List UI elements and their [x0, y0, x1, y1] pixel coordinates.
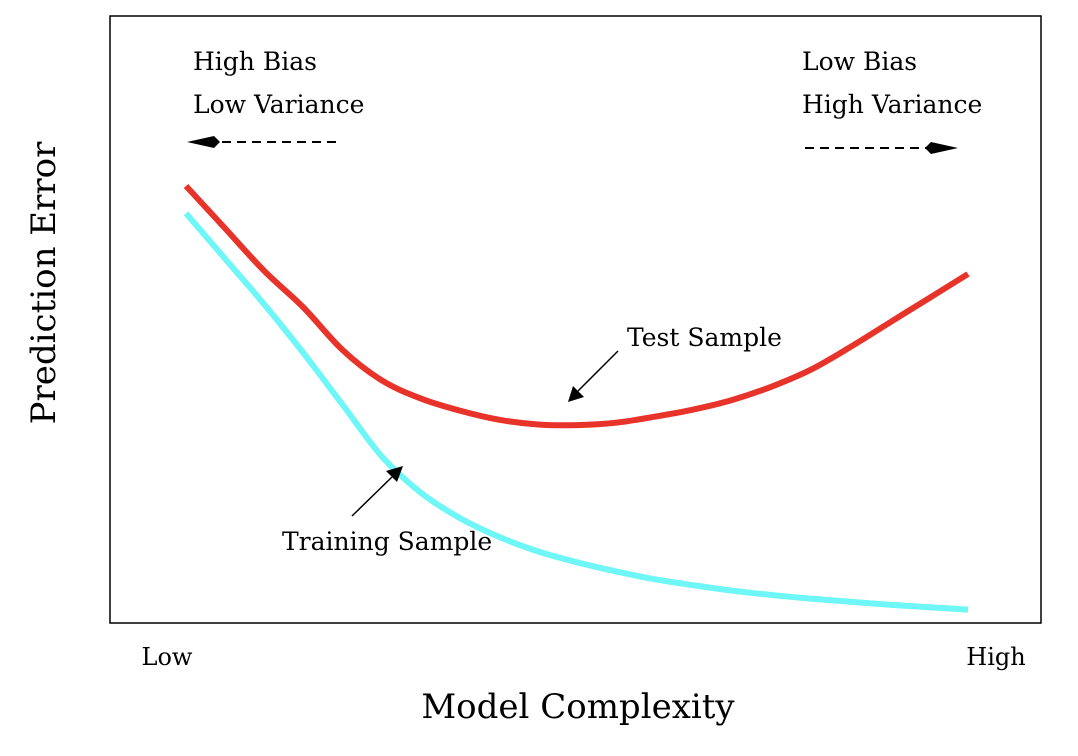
test-sample-curve — [183, 183, 970, 429]
training-sample-label: Training Sample — [282, 527, 492, 556]
left-annotation-line1: High Bias — [193, 47, 317, 76]
right-arrowhead-icon — [925, 142, 958, 154]
left-annotation-line2: Low Variance — [193, 90, 364, 119]
x-tick-high: High — [966, 643, 1025, 671]
x-tick-low: Low — [142, 643, 193, 671]
right-annotation-line2: High Variance — [802, 90, 982, 119]
left-arrowhead-icon — [187, 136, 220, 148]
right-annotation-line1: Low Bias — [802, 47, 917, 76]
series-layer — [183, 183, 970, 613]
test-sample-label: Test Sample — [627, 323, 782, 352]
test-pointer-line — [577, 350, 619, 392]
test-pointer-arrowhead-icon — [568, 386, 584, 402]
training-sample-curve — [183, 211, 969, 613]
training-pointer-line — [351, 476, 393, 517]
y-axis-label: Prediction Error — [24, 141, 64, 424]
plot-frame — [109, 15, 1042, 624]
training-pointer-arrowhead-icon — [386, 466, 403, 482]
x-axis-label: Model Complexity — [421, 687, 735, 727]
